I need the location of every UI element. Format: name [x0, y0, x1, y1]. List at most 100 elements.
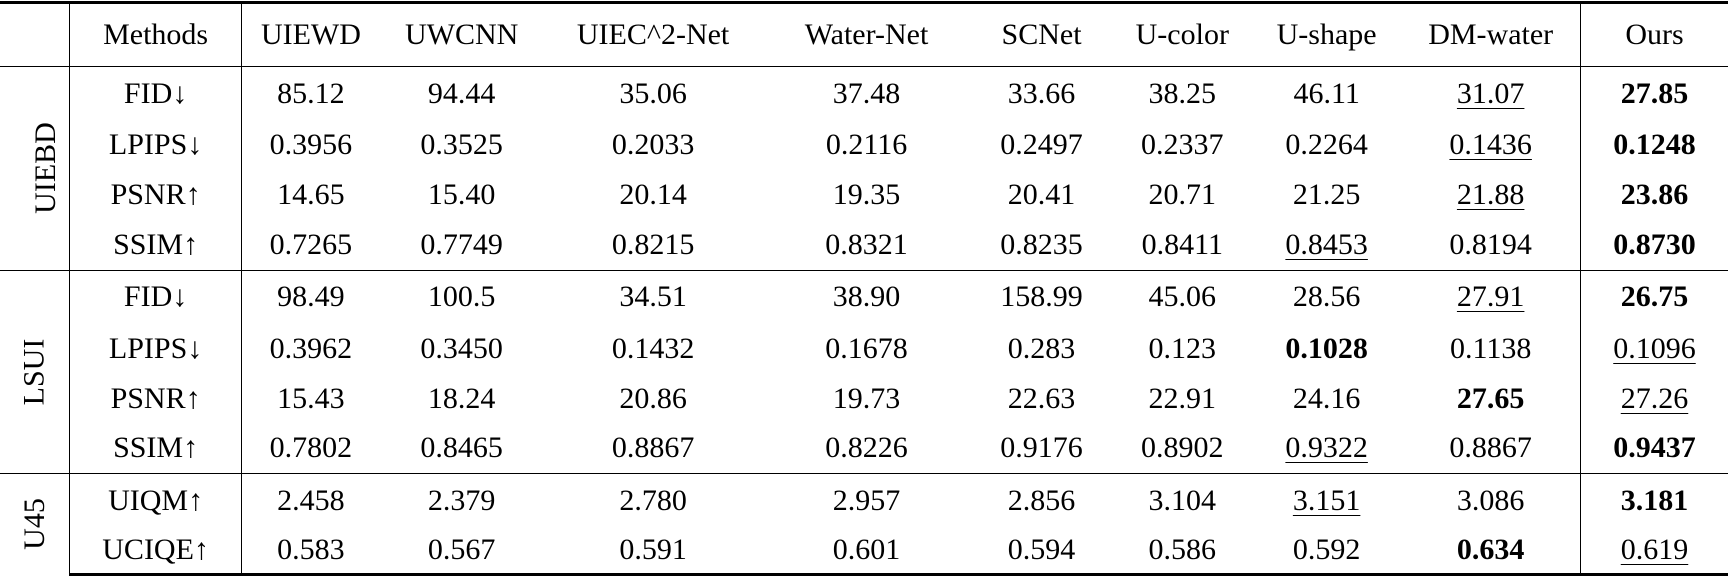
- value-cell: 0.3450: [380, 324, 544, 374]
- value-text: 27.85: [1621, 77, 1689, 110]
- header-method: Water-Net: [763, 3, 971, 67]
- value-text: 0.2033: [612, 128, 695, 161]
- value-cell: 3.086: [1401, 474, 1580, 528]
- value-cell: 2.458: [242, 474, 380, 528]
- value-cell: 0.634: [1401, 527, 1580, 574]
- value-cell: 0.8235: [970, 220, 1112, 270]
- value-text: 0.8465: [420, 431, 503, 464]
- value-cell: 0.1678: [763, 324, 971, 374]
- value-text: 27.26: [1621, 382, 1689, 415]
- value-cell: 0.8226: [763, 424, 971, 474]
- value-cell: 15.40: [380, 170, 544, 220]
- value-text: 0.1096: [1613, 332, 1696, 365]
- value-cell: 38.90: [763, 270, 971, 324]
- value-text: 0.3450: [420, 332, 503, 365]
- value-cell: 0.1138: [1401, 324, 1580, 374]
- value-text: 2.458: [277, 484, 345, 517]
- value-text: 15.43: [277, 382, 345, 415]
- value-cell: 0.1028: [1252, 324, 1401, 374]
- value-cell: 0.8867: [544, 424, 763, 474]
- value-cell: 24.16: [1252, 374, 1401, 424]
- value-text: 0.8321: [825, 228, 908, 261]
- value-cell: 0.567: [380, 527, 544, 574]
- value-text: 2.957: [833, 484, 901, 517]
- value-text: 0.123: [1149, 332, 1217, 365]
- value-text: 0.8867: [612, 431, 695, 464]
- value-text: 0.8453: [1285, 228, 1368, 261]
- header-method: SCNet: [970, 3, 1112, 67]
- value-cell: 27.26: [1581, 374, 1728, 424]
- value-cell: 19.73: [763, 374, 971, 424]
- value-text: 2.379: [428, 484, 496, 517]
- header-method-ours: Ours: [1581, 3, 1728, 67]
- value-cell: 0.8465: [380, 424, 544, 474]
- value-text: 0.591: [619, 533, 687, 566]
- value-cell: 0.8730: [1581, 220, 1728, 270]
- value-text: 0.7265: [270, 228, 353, 261]
- value-cell: 0.619: [1581, 527, 1728, 574]
- value-text: 0.8235: [1000, 228, 1083, 261]
- value-text: 35.06: [619, 77, 687, 110]
- value-text: 33.66: [1008, 77, 1076, 110]
- value-cell: 0.7802: [242, 424, 380, 474]
- value-cell: 0.9176: [970, 424, 1112, 474]
- value-cell: 33.66: [970, 67, 1112, 121]
- value-text: 27.91: [1457, 280, 1525, 313]
- metric-label: PSNR↑: [70, 170, 242, 220]
- value-cell: 3.181: [1581, 474, 1728, 528]
- value-cell: 23.86: [1581, 170, 1728, 220]
- value-cell: 46.11: [1252, 67, 1401, 121]
- value-cell: 0.1432: [544, 324, 763, 374]
- value-cell: 0.8453: [1252, 220, 1401, 270]
- value-text: 45.06: [1149, 280, 1217, 313]
- value-text: 14.65: [277, 178, 345, 211]
- value-text: 26.75: [1621, 280, 1689, 313]
- value-text: 100.5: [428, 280, 496, 313]
- header-method: UWCNN: [380, 3, 544, 67]
- value-text: 0.583: [277, 533, 345, 566]
- value-text: 31.07: [1457, 77, 1525, 110]
- header-method: UIEWD: [242, 3, 380, 67]
- value-cell: 0.591: [544, 527, 763, 574]
- value-text: 19.35: [833, 178, 901, 211]
- value-cell: 14.65: [242, 170, 380, 220]
- value-text: 0.634: [1457, 533, 1525, 566]
- value-cell: 28.56: [1252, 270, 1401, 324]
- value-cell: 2.780: [544, 474, 763, 528]
- value-cell: 0.3962: [242, 324, 380, 374]
- metric-label: UIQM↑: [70, 474, 242, 528]
- value-text: 0.8867: [1449, 431, 1532, 464]
- value-text: 0.2264: [1285, 128, 1368, 161]
- value-cell: 0.8194: [1401, 220, 1580, 270]
- value-text: 0.594: [1008, 533, 1076, 566]
- value-text: 0.8902: [1141, 431, 1224, 464]
- value-cell: 31.07: [1401, 67, 1580, 121]
- value-text: 0.8411: [1142, 228, 1223, 261]
- value-cell: 0.8321: [763, 220, 971, 270]
- value-text: 0.3962: [270, 332, 353, 365]
- value-text: 0.1028: [1285, 332, 1368, 365]
- header-method: U-color: [1113, 3, 1252, 67]
- value-cell: 22.63: [970, 374, 1112, 424]
- value-text: 46.11: [1293, 77, 1359, 110]
- value-cell: 22.91: [1113, 374, 1252, 424]
- value-cell: 0.8902: [1113, 424, 1252, 474]
- metric-label: FID↓: [70, 270, 242, 324]
- value-cell: 0.1436: [1401, 120, 1580, 170]
- value-cell: 18.24: [380, 374, 544, 424]
- value-text: 0.7749: [420, 228, 503, 261]
- value-text: 0.619: [1621, 533, 1689, 566]
- group-label-cell: LSUI: [0, 270, 70, 474]
- value-cell: 0.7265: [242, 220, 380, 270]
- value-cell: 37.48: [763, 67, 971, 121]
- value-text: 0.1432: [612, 332, 695, 365]
- value-cell: 45.06: [1113, 270, 1252, 324]
